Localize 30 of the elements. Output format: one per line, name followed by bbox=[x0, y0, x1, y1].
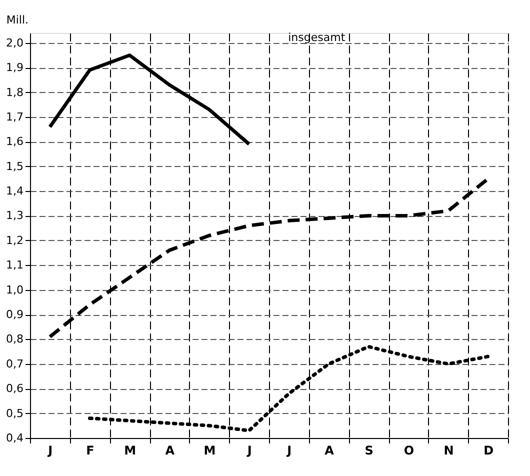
y-tick-label: 1,7 bbox=[6, 110, 24, 124]
y-tick-label: 0,8 bbox=[6, 332, 24, 346]
y-tick-label: 1,3 bbox=[6, 209, 24, 222]
y-tick-label: 1,8 bbox=[6, 86, 24, 99]
x-tick-label: A bbox=[324, 444, 335, 458]
x-tick-label: D bbox=[484, 444, 494, 458]
x-tick-label: A bbox=[165, 444, 176, 458]
y-tick-label: 2,0 bbox=[6, 36, 24, 50]
y-tick-label: 1,2 bbox=[6, 234, 24, 247]
y-axis-title: Mill. bbox=[6, 14, 28, 26]
x-tick-label: N bbox=[444, 444, 454, 458]
x-tick-label: O bbox=[404, 444, 414, 458]
x-tick-label: M bbox=[124, 444, 136, 458]
y-tick-label: 1,0 bbox=[6, 283, 24, 296]
y-tick-label: 1,9 bbox=[6, 61, 24, 74]
y-tick-label: 0,5 bbox=[6, 406, 24, 420]
x-tick-label: J bbox=[47, 444, 53, 458]
y-tick-label: 1,4 bbox=[6, 184, 24, 198]
x-tick-label: F bbox=[86, 444, 94, 458]
y-tick-label: 1,5 bbox=[6, 160, 24, 173]
y-tick-label: 1,6 bbox=[6, 135, 24, 148]
y-tick-label: 0,9 bbox=[6, 308, 24, 322]
x-tick-label: J bbox=[286, 444, 292, 458]
x-tick-label: M bbox=[204, 444, 216, 458]
y-tick-label: 0,4 bbox=[6, 432, 24, 444]
x-tick-label: S bbox=[364, 444, 374, 458]
y-tick-label: 0,6 bbox=[6, 382, 24, 396]
y-tick-label: 1,1 bbox=[6, 258, 24, 272]
y-tick-label: 0,7 bbox=[6, 357, 24, 370]
x-tick-label: J bbox=[246, 444, 252, 458]
